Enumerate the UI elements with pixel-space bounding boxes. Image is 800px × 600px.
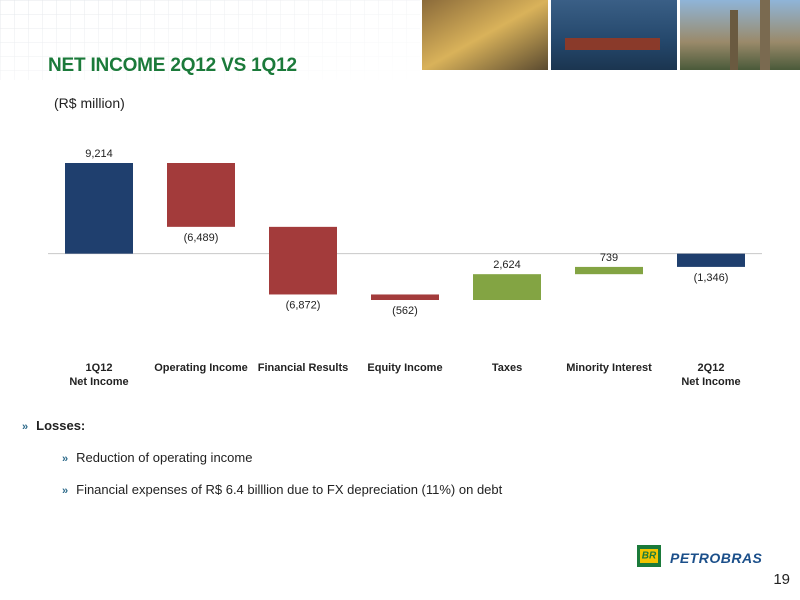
title: NET INCOME 2Q12 VS 1Q12 — [48, 55, 297, 76]
bar — [371, 294, 439, 300]
chart: 9,214 (6,489) (6,872) (562) 2,624 739 (1,346) — [48, 148, 762, 317]
bullet-heading: » Losses: — [22, 418, 86, 433]
value-label: 9,214 — [85, 148, 113, 160]
brand: PETROBRAS — [670, 550, 763, 566]
x-tick-label: Taxes — [491, 362, 523, 374]
photo — [680, 0, 800, 70]
x-tick-label: Equity Income — [367, 362, 443, 374]
bar — [677, 253, 745, 267]
bar — [473, 274, 541, 300]
text: Reduction of operating income — [76, 450, 253, 465]
value-label: 2,624 — [493, 259, 521, 271]
logo: BR — [642, 551, 657, 562]
value-label: 739 — [600, 252, 618, 264]
x-tick-label: Financial Results — [257, 362, 349, 374]
value-label: (1,346) — [694, 272, 729, 284]
text: Losses: — [36, 418, 86, 433]
bullet: » Financial expenses of R$ 6.4 billlion d… — [62, 482, 503, 497]
x-tick-label: Minority Interest — [566, 362, 652, 374]
x-tick-label: Operating Income — [154, 362, 248, 374]
value-label: (6,872) — [286, 299, 321, 311]
photo — [422, 0, 548, 70]
value-label: (6,489) — [184, 232, 219, 244]
text: Financial expenses of R$ 6.4 billlion du… — [76, 482, 503, 497]
bar — [167, 163, 235, 227]
photo — [551, 0, 677, 70]
page-number: 19 — [773, 571, 790, 588]
bar — [575, 266, 643, 275]
value-label: (562) — [392, 305, 418, 317]
x-tick-label: 1Q12 Net Income — [69, 362, 129, 388]
bar — [65, 163, 133, 254]
bullet: » Reduction of operating income — [62, 450, 253, 465]
subtitle: (R$ million) — [54, 95, 125, 111]
x-tick-label: 2Q12 Net Income — [681, 362, 741, 388]
bar — [269, 226, 337, 295]
